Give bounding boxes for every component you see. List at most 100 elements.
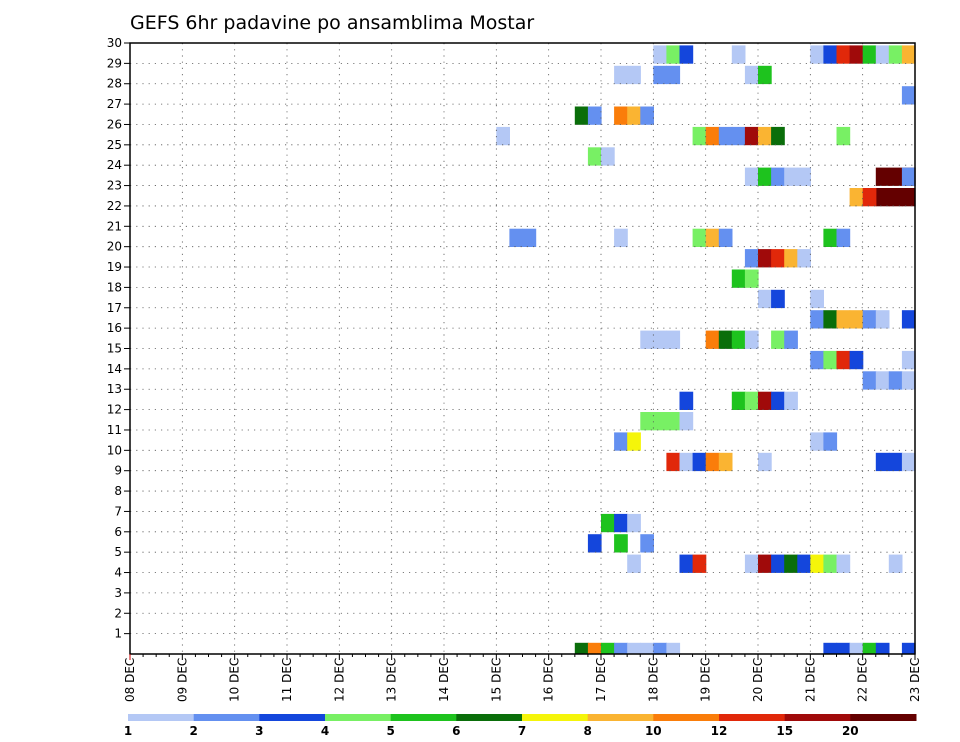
heatmap-cell	[640, 330, 654, 349]
heatmap-cell	[823, 45, 838, 64]
heatmap-cell	[679, 412, 694, 431]
y-tick-label: 2	[114, 606, 122, 620]
heatmap-cell	[731, 126, 746, 146]
heatmap-cell	[653, 330, 667, 349]
heatmap-cell	[810, 289, 824, 309]
heatmap-cell	[771, 391, 785, 410]
x-tick-label: 14 DEC	[437, 658, 451, 702]
heatmap-cell	[810, 310, 824, 329]
heatmap-cell	[810, 554, 824, 573]
y-axis: 1234567891011121314151617181920212223242…	[107, 36, 130, 641]
heatmap-cell	[601, 642, 615, 654]
heatmap-cell	[862, 642, 877, 654]
heatmap-cell	[784, 167, 798, 186]
heatmap-cell	[888, 167, 903, 186]
x-tick-label: 22 DEC	[856, 658, 870, 702]
heatmap-cells	[496, 45, 916, 654]
colorbar-swatch	[784, 714, 851, 721]
heatmap-cell	[836, 45, 851, 64]
heatmap-cell	[509, 228, 524, 247]
heatmap-cell	[574, 642, 589, 654]
heatmap-cell	[705, 330, 720, 349]
heatmap-cell	[705, 452, 720, 472]
heatmap-cell	[771, 249, 785, 268]
heatmap-cell	[758, 554, 772, 573]
heatmap-cell	[875, 45, 890, 64]
colorbar-swatch	[653, 714, 720, 721]
heatmap-cell	[718, 126, 733, 146]
heatmap-cell	[784, 330, 798, 349]
heatmap-cell	[627, 65, 641, 85]
y-tick-label: 1	[114, 627, 122, 641]
heatmap-cell	[614, 228, 628, 247]
heatmap-cell	[901, 45, 916, 64]
colorbar-swatch	[325, 714, 392, 721]
heatmap-cell	[823, 310, 838, 329]
heatmap-cell	[888, 452, 903, 472]
heatmap-cell	[758, 65, 772, 85]
heatmap-cell	[666, 65, 681, 85]
heatmap-cell	[862, 310, 877, 329]
heatmap-cell	[692, 126, 707, 146]
heatmap-cell	[744, 167, 759, 186]
colorbar-label: 20	[842, 724, 859, 738]
heatmap-cell	[705, 126, 720, 146]
colorbar-swatch	[587, 714, 654, 721]
colorbar-label: 4	[321, 724, 329, 738]
y-tick-label: 11	[107, 423, 122, 437]
heatmap-cell	[692, 452, 707, 472]
heatmap-cell	[627, 106, 641, 125]
heatmap-cell	[666, 330, 681, 349]
heatmap-cell	[862, 371, 877, 390]
heatmap-cell	[653, 45, 667, 64]
heatmap-cell	[901, 371, 916, 390]
dotted-grid	[130, 43, 915, 654]
heatmap-cell	[771, 554, 785, 573]
y-tick-label: 7	[114, 504, 122, 518]
y-tick-label: 28	[107, 77, 122, 91]
heatmap-cell	[823, 228, 838, 247]
heatmap-cell	[718, 228, 733, 247]
colorbar-label: 5	[387, 724, 395, 738]
heatmap-cell	[758, 167, 772, 186]
colorbar-label: 2	[190, 724, 198, 738]
heatmap-cell	[601, 147, 615, 166]
heatmap-cell	[627, 642, 641, 654]
heatmap-cell	[901, 188, 916, 207]
heatmap-cell	[862, 188, 877, 207]
heatmap-cell	[587, 106, 602, 125]
x-tick-label: 19 DEC	[699, 658, 713, 702]
x-tick-label: 21 DEC	[803, 658, 817, 702]
heatmap-cell	[744, 65, 759, 85]
heatmap-cell	[875, 167, 890, 186]
heatmap-cell	[797, 554, 811, 573]
heatmap-cell	[901, 350, 916, 370]
heatmap-cell	[679, 45, 694, 64]
heatmap-cell	[901, 642, 916, 654]
heatmap-cell	[758, 452, 772, 472]
x-tick-label: 12 DEC	[332, 658, 346, 702]
y-tick-label: 30	[107, 36, 122, 50]
colorbar-swatch	[522, 714, 589, 721]
heatmap-cell	[744, 249, 759, 268]
colorbar-label: 15	[776, 724, 793, 738]
heatmap-cell	[666, 412, 681, 431]
heatmap-cell	[797, 167, 811, 186]
heatmap-cell	[522, 228, 537, 247]
heatmap-cell	[744, 554, 759, 573]
y-tick-label: 26	[107, 117, 122, 131]
colorbar-swatch	[456, 714, 523, 721]
heatmap-cell	[653, 642, 667, 654]
y-tick-label: 10	[107, 443, 122, 457]
x-tick-label: 18 DEC	[646, 658, 660, 702]
heatmap-cell	[587, 642, 602, 654]
heatmap-cell	[744, 330, 759, 349]
y-tick-label: 22	[107, 199, 122, 213]
y-tick-label: 19	[107, 260, 122, 274]
colorbar-swatch	[193, 714, 260, 721]
colorbar-label: 6	[452, 724, 460, 738]
heatmap-cell	[692, 554, 707, 573]
y-tick-label: 21	[107, 219, 122, 233]
heatmap-cell	[836, 126, 851, 146]
heatmap-cell	[744, 269, 759, 288]
